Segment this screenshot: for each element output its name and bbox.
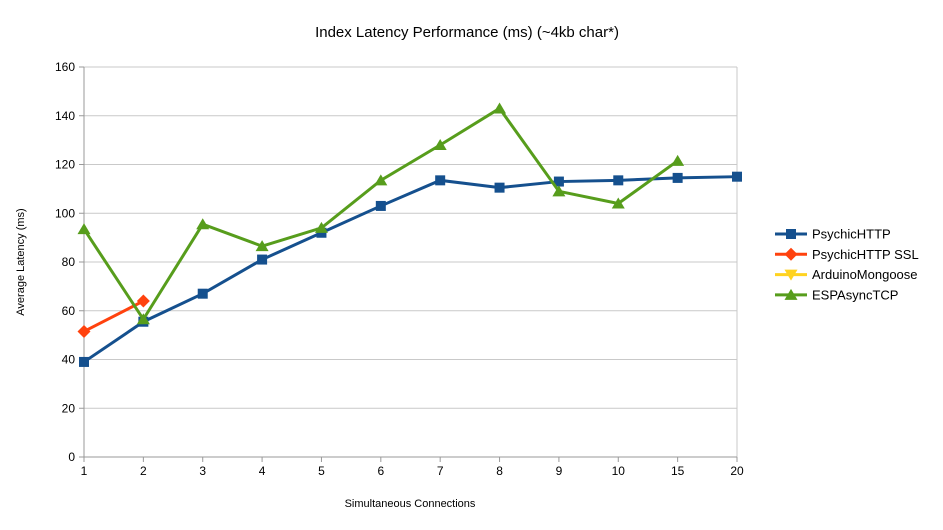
data-series <box>77 102 742 367</box>
y-tick-label: 100 <box>55 206 75 220</box>
x-tick-label: 20 <box>730 464 744 478</box>
legend-marker <box>786 229 796 239</box>
series-line <box>82 106 679 323</box>
y-tick-label: 120 <box>55 158 75 172</box>
x-axis-title: Simultaneous Connections <box>345 498 476 510</box>
legend-item-psychichttp: PsychicHTTP <box>775 227 891 242</box>
legend-label: ArduinoMongoose <box>812 267 918 282</box>
x-tick-label: 3 <box>199 464 206 478</box>
series-psychichttp-ssl <box>77 294 150 338</box>
data-point <box>136 294 150 308</box>
data-point <box>553 176 564 187</box>
legend-marker <box>784 269 798 281</box>
y-tick-label: 0 <box>68 450 75 464</box>
x-tick-label: 10 <box>612 464 626 478</box>
data-point <box>611 197 625 209</box>
legend-marker <box>784 247 798 261</box>
data-point <box>255 240 269 252</box>
data-point <box>136 313 150 325</box>
x-tick-label: 15 <box>671 464 685 478</box>
y-tick-label: 160 <box>55 60 75 74</box>
data-point <box>493 102 507 114</box>
data-point <box>314 221 328 233</box>
x-tick-label: 5 <box>318 464 325 478</box>
y-tick-label: 80 <box>62 255 76 269</box>
x-tick-label: 1 <box>81 464 88 478</box>
data-point <box>374 174 388 186</box>
x-tick-label: 6 <box>377 464 384 478</box>
x-tick-label: 2 <box>140 464 147 478</box>
legend-item-espasynctcp: ESPAsyncTCP <box>775 287 898 302</box>
data-point <box>375 200 386 211</box>
y-tick-label: 60 <box>62 304 76 318</box>
data-point <box>435 175 446 186</box>
data-point <box>257 254 268 265</box>
y-tick-label: 40 <box>62 353 76 367</box>
data-point <box>671 154 685 166</box>
data-point <box>79 356 89 367</box>
legend-item-psychichttp-ssl: PsychicHTTP SSL <box>775 247 919 262</box>
legend: PsychicHTTP PsychicHTTP SSL ArduinoMongoos… <box>775 227 919 302</box>
series-line <box>83 175 738 364</box>
x-tick-label: 4 <box>259 464 266 478</box>
axes: 0 20 40 60 80 100 120 140 160 1 2 3 4 5 6 7 8 9 10 15 20 <box>55 60 744 478</box>
series-psychichttp <box>79 171 742 367</box>
y-axis-title: Average Latency (ms) <box>15 208 27 315</box>
data-point <box>494 182 505 193</box>
x-tick-label: 8 <box>496 464 503 478</box>
data-point <box>732 171 742 182</box>
legend-label: ESPAsyncTCP <box>812 287 898 302</box>
data-point <box>197 288 208 299</box>
data-point <box>77 223 91 235</box>
x-tick-label: 7 <box>437 464 444 478</box>
y-tick-label: 20 <box>62 401 76 415</box>
data-point <box>613 175 624 186</box>
data-point <box>196 218 210 230</box>
gridlines <box>84 66 737 409</box>
legend-item-arduinomongoose: ArduinoMongoose <box>775 267 918 282</box>
data-point <box>672 172 683 183</box>
x-tick-label: 9 <box>556 464 563 478</box>
data-point <box>552 185 566 197</box>
y-tick-label: 140 <box>55 109 75 123</box>
legend-marker <box>784 288 798 300</box>
legend-label: PsychicHTTP <box>812 227 891 242</box>
chart-title: Index Latency Performance (ms) (~4kb cha… <box>315 24 619 41</box>
legend-label: PsychicHTTP SSL <box>812 247 919 262</box>
data-point <box>77 324 91 338</box>
series-espasynctcp <box>77 102 685 325</box>
data-point <box>433 139 447 150</box>
